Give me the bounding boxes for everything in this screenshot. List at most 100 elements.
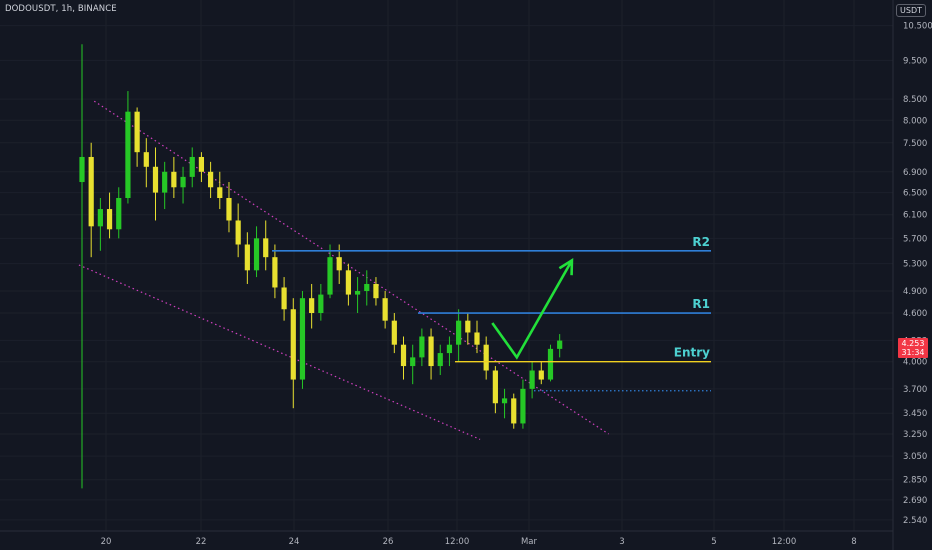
price-tick-label: 3.250 (903, 430, 927, 440)
price-tick-label: 6.500 (903, 189, 927, 199)
candle-body (373, 283, 379, 299)
bar-countdown: 31:34 (901, 348, 925, 357)
candle-body (272, 257, 278, 288)
candle-body (465, 320, 471, 333)
projection-arrow (491, 258, 574, 360)
price-tick-label: 4.600 (903, 309, 927, 319)
time-tick-label: 20 (101, 537, 112, 547)
candle-body (208, 171, 214, 188)
candle-body (400, 344, 407, 367)
last-price-tag: 4.253 31:34 (898, 338, 928, 358)
candle-body (106, 209, 113, 230)
candle-body (327, 257, 333, 295)
candle-body (364, 283, 370, 292)
candle-body (189, 156, 195, 177)
time-tick-label: 3 (619, 537, 624, 547)
candle-body (391, 320, 397, 345)
candle-body (263, 238, 269, 258)
time-tick-label: Mar (521, 537, 538, 547)
candle-body (557, 340, 563, 349)
time-tick-label: 22 (196, 537, 207, 547)
time-tick-label: 8 (851, 537, 856, 547)
candle-body (483, 344, 489, 371)
levels: R2 R1 Entry (272, 235, 711, 392)
candle-body (143, 152, 149, 167)
price-tick-label: 10.500 (903, 22, 932, 32)
candle-body (492, 370, 498, 404)
candle-body (281, 287, 287, 310)
candle-body (345, 270, 351, 295)
candle-body (520, 388, 526, 424)
candle-body (529, 370, 535, 389)
candle-body (88, 156, 94, 227)
price-tick-label: 6.900 (903, 168, 927, 178)
price-tick-label: 2.850 (903, 476, 927, 486)
price-tick-label: 8.000 (903, 116, 927, 126)
level-label-r1: R1 (692, 297, 710, 311)
level-label-r2: R2 (692, 235, 710, 249)
candle-body (217, 187, 223, 198)
price-tick-label: 7.500 (903, 139, 927, 149)
price-tick-label: 4.900 (903, 287, 927, 297)
symbol-title: DODOUSDT, 1h, BINANCE (5, 4, 117, 14)
candle-body (253, 238, 260, 271)
candle-body (474, 332, 480, 345)
candle-body (79, 156, 85, 183)
candle-body (410, 357, 416, 367)
grid (0, 0, 893, 531)
candle-body (152, 166, 159, 193)
price-tick-label: 4.000 (903, 358, 927, 368)
candle-body (318, 294, 324, 314)
candle-body (456, 320, 462, 345)
time-tick-label: 24 (289, 537, 300, 547)
candle-body (299, 298, 306, 380)
price-tick-label: 2.540 (903, 516, 927, 526)
price-axis[interactable]: 10.500 9.500 8.500 8.000 7.500 6.900 6.500 6.10… (903, 22, 932, 526)
price-tick-label: 3.450 (903, 409, 927, 419)
projection-arrowhead (558, 258, 574, 276)
candles (79, 44, 563, 489)
price-tick-label: 3.050 (903, 452, 927, 462)
candle-body (125, 111, 131, 198)
time-tick-label: 26 (383, 537, 394, 547)
candle-body (538, 370, 544, 380)
currency-badge[interactable]: USDT (896, 4, 926, 17)
candle-body (511, 398, 517, 424)
projection-path (491, 259, 574, 360)
candle-body (309, 298, 315, 314)
candle-body (428, 336, 434, 367)
candle-body (116, 197, 122, 230)
candle-body (419, 336, 425, 358)
level-label-entry: Entry (674, 346, 710, 360)
price-tick-label: 3.700 (903, 385, 927, 395)
candle-body (290, 309, 296, 380)
candle-body (171, 171, 177, 188)
candle-body (226, 197, 232, 221)
price-tick-label: 8.500 (903, 95, 927, 105)
time-tick-label: 5 (711, 537, 716, 547)
last-price-value: 4.253 (901, 339, 925, 348)
candle-body (97, 209, 103, 227)
candle-body (547, 348, 554, 380)
trendlines (78, 100, 609, 440)
trendline-upper (93, 100, 609, 435)
candle-body (382, 298, 388, 321)
candle-body (134, 111, 140, 153)
time-tick-label: 12:00 (772, 537, 797, 547)
candle-body (235, 220, 241, 245)
candle-body (198, 156, 205, 172)
candle-body (354, 291, 361, 295)
candle-body (437, 353, 443, 367)
time-axis[interactable]: 20 22 24 26 12:00 Mar 3 5 12:00 8 (101, 537, 857, 547)
price-tick-label: 5.300 (903, 260, 927, 270)
price-tick-label: 2.690 (903, 496, 927, 506)
price-tick-label: 5.700 (903, 234, 927, 244)
candle-body (244, 244, 250, 271)
price-tick-label: 9.500 (903, 56, 927, 66)
candle-body (162, 171, 168, 193)
candle-body (446, 344, 453, 354)
time-tick-label: 12:00 (445, 537, 470, 547)
candle-body (336, 257, 342, 271)
